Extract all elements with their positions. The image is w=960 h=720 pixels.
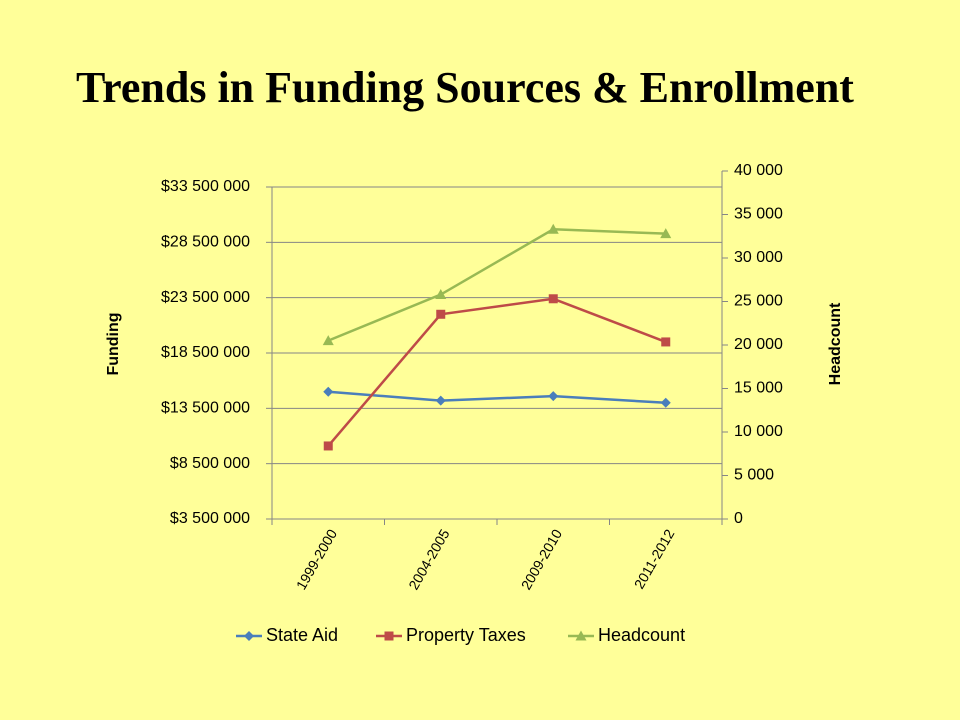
legend-headcount-marker (575, 630, 587, 641)
property-taxes-line (327, 297, 667, 447)
right-tick-label: 10 000 (734, 423, 783, 440)
state-aid-point (548, 391, 559, 402)
right-tick-label: 35 000 (734, 206, 783, 223)
legend-property-taxes-marker (384, 631, 394, 641)
tick-labels: $3 500 000 $8 500 000 $13 500 000 $18 500 0… (105, 162, 844, 592)
right-tick-label: 30 000 (734, 249, 783, 266)
headcount-point (660, 228, 672, 239)
left-tick-label: $28 500 000 (161, 234, 250, 251)
left-tick-label: $18 500 000 (161, 344, 250, 361)
legend-state-aid-marker (244, 631, 254, 641)
right-tick-label: 40 000 (734, 162, 783, 179)
legend-property-taxes-label: Property Taxes (406, 625, 526, 645)
x-tick-label: 1999-2000 (293, 526, 340, 592)
right-tick-label: 5 000 (734, 467, 774, 484)
axes (266, 170, 728, 525)
state-aid-line (328, 390, 666, 405)
x-tick-label: 2011-2012 (631, 526, 678, 591)
headcount-line (327, 228, 666, 342)
headcount-point (547, 223, 559, 234)
gridlines (272, 186, 722, 520)
legend-state-aid-label: State Aid (266, 625, 338, 645)
legend-headcount-label: Headcount (598, 625, 685, 645)
headcount-point (435, 289, 447, 300)
x-tick-label: 2004-2005 (405, 526, 452, 592)
series-lines (327, 228, 667, 447)
left-tick-label: $3 500 000 (170, 510, 250, 527)
left-axis-title: Funding (105, 312, 122, 375)
right-tick-label: 15 000 (734, 380, 783, 397)
right-tick-label: 20 000 (734, 336, 783, 353)
left-tick-label: $8 500 000 (170, 455, 250, 472)
series-markers (322, 223, 672, 451)
state-aid-point (435, 395, 446, 406)
property-taxes-point (661, 337, 671, 347)
state-aid-point (660, 397, 671, 408)
right-tick-label: 0 (734, 510, 743, 527)
property-taxes-point (548, 294, 558, 304)
right-tick-label: 25 000 (734, 293, 783, 310)
left-tick-label: $13 500 000 (161, 400, 250, 417)
headcount-point (322, 335, 334, 346)
x-tick-label: 2009-2010 (518, 526, 565, 592)
property-taxes-point (323, 441, 333, 451)
legend: State Aid Property Taxes Headcount (236, 625, 685, 645)
slide-title: Trends in Funding Sources & Enrollment (76, 63, 854, 112)
left-tick-label: $33 500 000 (161, 178, 250, 195)
state-aid-point (323, 386, 334, 397)
left-tick-label: $23 500 000 (161, 289, 250, 306)
property-taxes-point (436, 309, 446, 319)
right-axis-title: Headcount (827, 302, 844, 385)
